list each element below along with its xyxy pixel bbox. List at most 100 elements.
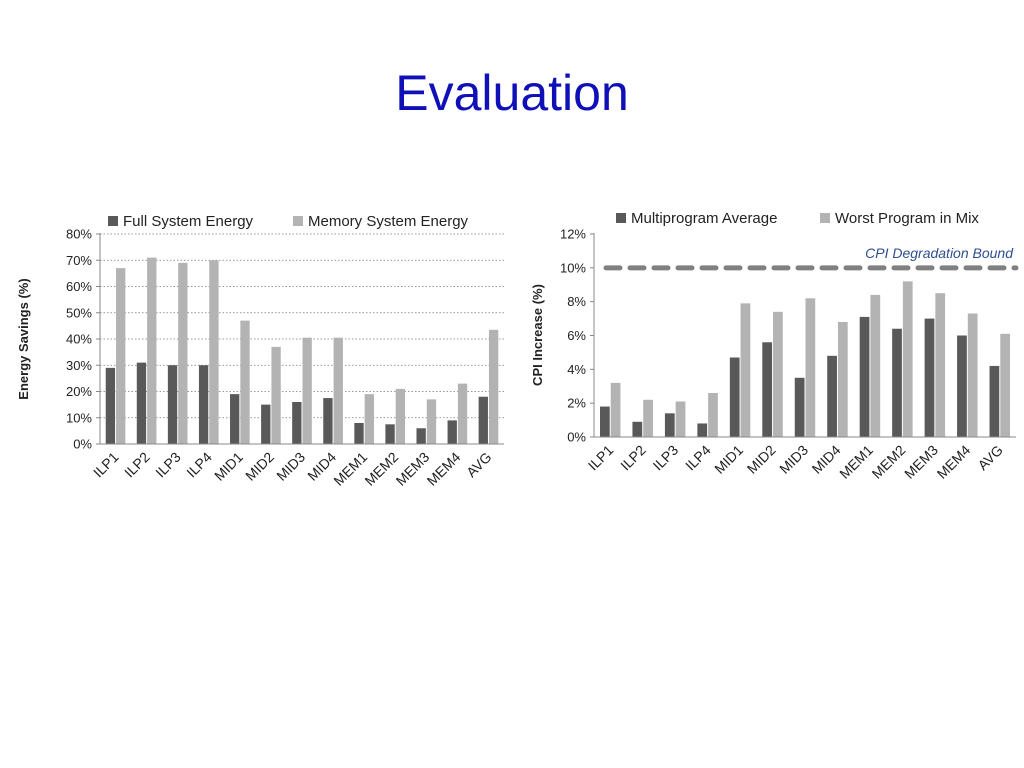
energy-bar-series1 bbox=[385, 424, 395, 444]
energy-bar-series2 bbox=[116, 268, 126, 444]
energy-bar-series2 bbox=[333, 337, 343, 444]
energy-bar-series1 bbox=[136, 362, 147, 444]
cpi-bar-series1 bbox=[827, 355, 837, 437]
y-tick-label: 10% bbox=[560, 260, 586, 275]
cpi-bar-series2 bbox=[773, 311, 783, 437]
energy-bar-series1 bbox=[261, 404, 271, 444]
energy-bar-series1 bbox=[105, 367, 116, 444]
x-tick-label: MEM3 bbox=[901, 442, 941, 482]
x-tick-label: MID1 bbox=[211, 449, 246, 484]
energy-bar-series1 bbox=[198, 365, 209, 444]
legend-swatch bbox=[108, 216, 118, 226]
legend-label: Multiprogram Average bbox=[631, 210, 777, 227]
x-tick-label: ILP2 bbox=[617, 442, 649, 474]
y-tick-label: 80% bbox=[66, 227, 92, 242]
x-tick-label: AVG bbox=[974, 442, 1005, 473]
energy-savings-chart: 0% 10% 20% 30% 40% 50% 60% 70% 80% ILP1 ILP2 ILP3 IL… bbox=[16, 213, 504, 489]
x-tick-label: ILP1 bbox=[585, 442, 617, 474]
y-tick-label: 12% bbox=[560, 227, 586, 242]
legend-label: Memory System Energy bbox=[308, 213, 469, 230]
legend-swatch bbox=[820, 213, 830, 223]
energy-bar-series1 bbox=[354, 423, 364, 444]
cpi-bar-series1 bbox=[729, 357, 740, 437]
energy-bar-series2 bbox=[209, 260, 219, 444]
cpi-bar-series2 bbox=[837, 321, 848, 437]
cpi-bar-series2 bbox=[643, 399, 653, 437]
x-tick-label: ILP4 bbox=[183, 449, 215, 481]
cpi-bar-series2 bbox=[740, 303, 751, 437]
energy-bar-series1 bbox=[230, 394, 240, 444]
energy-bar-series2 bbox=[457, 383, 468, 444]
cpi-increase-chart: 0% 2% 4% 6% 8% 10% 12% ILP1 ILP2 ILP3 ILP4MID1MID2… bbox=[530, 210, 1019, 482]
y-tick-label: 10% bbox=[66, 410, 92, 425]
x-tick-label: MEM1 bbox=[330, 449, 370, 489]
energy-bar-series1 bbox=[167, 365, 178, 444]
x-tick-label: ILP4 bbox=[682, 442, 714, 474]
y-tick-label: 70% bbox=[66, 253, 92, 268]
cpi-bar-series1 bbox=[859, 316, 870, 437]
legend-label: Worst Program in Mix bbox=[835, 210, 979, 227]
x-tick-label: MID2 bbox=[242, 449, 277, 484]
y-tick-label: 50% bbox=[66, 305, 92, 320]
energy-bar-series1 bbox=[292, 402, 302, 444]
x-tick-label: MID3 bbox=[776, 442, 811, 477]
x-tick-label: MEM3 bbox=[393, 449, 433, 489]
cpi-bar-series1 bbox=[599, 406, 610, 437]
cpi-bar-series1 bbox=[632, 421, 643, 437]
energy-bar-series2 bbox=[302, 337, 312, 444]
y-tick-label: 0% bbox=[567, 430, 586, 445]
y-tick-label: 2% bbox=[567, 396, 586, 411]
x-tick-label: ILP3 bbox=[650, 442, 682, 474]
y-tick-label: 40% bbox=[66, 332, 92, 347]
cpi-bar-series2 bbox=[1000, 333, 1011, 437]
cpi-bar-series2 bbox=[902, 281, 913, 437]
x-tick-label: AVG bbox=[463, 449, 494, 480]
y-tick-label: 30% bbox=[66, 358, 92, 373]
cpi-bar-series1 bbox=[794, 377, 805, 437]
x-tick-label: MID2 bbox=[744, 442, 779, 477]
y-tick-label: 6% bbox=[567, 328, 586, 343]
cpi-bar-series1 bbox=[697, 423, 708, 437]
energy-bar-series2 bbox=[488, 329, 499, 444]
x-tick-label: ILP3 bbox=[152, 449, 184, 481]
legend-swatch bbox=[293, 216, 303, 226]
energy-bar-series2 bbox=[426, 399, 437, 444]
y-tick-label: 0% bbox=[73, 437, 92, 452]
cpi-degradation-bound-label: CPI Degradation Bound bbox=[865, 245, 1014, 261]
cpi-bar-series2 bbox=[805, 298, 816, 437]
cpi-bar-series1 bbox=[892, 328, 902, 437]
y-axis-title: Energy Savings (%) bbox=[16, 278, 31, 399]
y-tick-label: 8% bbox=[567, 294, 586, 309]
cpi-bar-series2 bbox=[675, 401, 686, 437]
cpi-bar-series1 bbox=[664, 413, 675, 437]
energy-bar-series2 bbox=[147, 257, 157, 444]
energy-bar-series2 bbox=[364, 394, 374, 444]
x-tick-label: MEM2 bbox=[361, 449, 401, 489]
x-tick-label: MEM4 bbox=[424, 449, 464, 489]
x-tick-label: MEM2 bbox=[869, 442, 909, 482]
y-tick-label: 60% bbox=[66, 279, 92, 294]
x-tick-label: ILP2 bbox=[121, 449, 153, 481]
y-tick-label: 20% bbox=[66, 384, 92, 399]
x-tick-label: MEM1 bbox=[836, 442, 876, 482]
x-tick-label: ILP1 bbox=[90, 449, 122, 481]
cpi-bar-series2 bbox=[870, 294, 881, 437]
energy-bar-series2 bbox=[395, 388, 406, 444]
energy-bar-series2 bbox=[240, 320, 250, 444]
cpi-bar-series1 bbox=[762, 342, 773, 437]
energy-bar-series1 bbox=[447, 420, 457, 444]
cpi-bar-series2 bbox=[610, 382, 621, 437]
cpi-bar-series2 bbox=[708, 393, 718, 437]
cpi-bar-series2 bbox=[967, 313, 978, 437]
cpi-bar-series1 bbox=[924, 318, 935, 437]
energy-bar-series2 bbox=[178, 262, 188, 444]
energy-bar-series2 bbox=[271, 346, 281, 444]
x-tick-label: MID1 bbox=[711, 442, 746, 477]
y-tick-label: 4% bbox=[567, 362, 586, 377]
energy-bar-series1 bbox=[478, 396, 488, 444]
energy-bar-series1 bbox=[323, 398, 333, 444]
slide-title: Evaluation bbox=[395, 65, 629, 121]
cpi-bar-series1 bbox=[957, 335, 967, 437]
x-tick-label: MID3 bbox=[273, 449, 308, 484]
cpi-bar-series1 bbox=[989, 365, 1000, 437]
